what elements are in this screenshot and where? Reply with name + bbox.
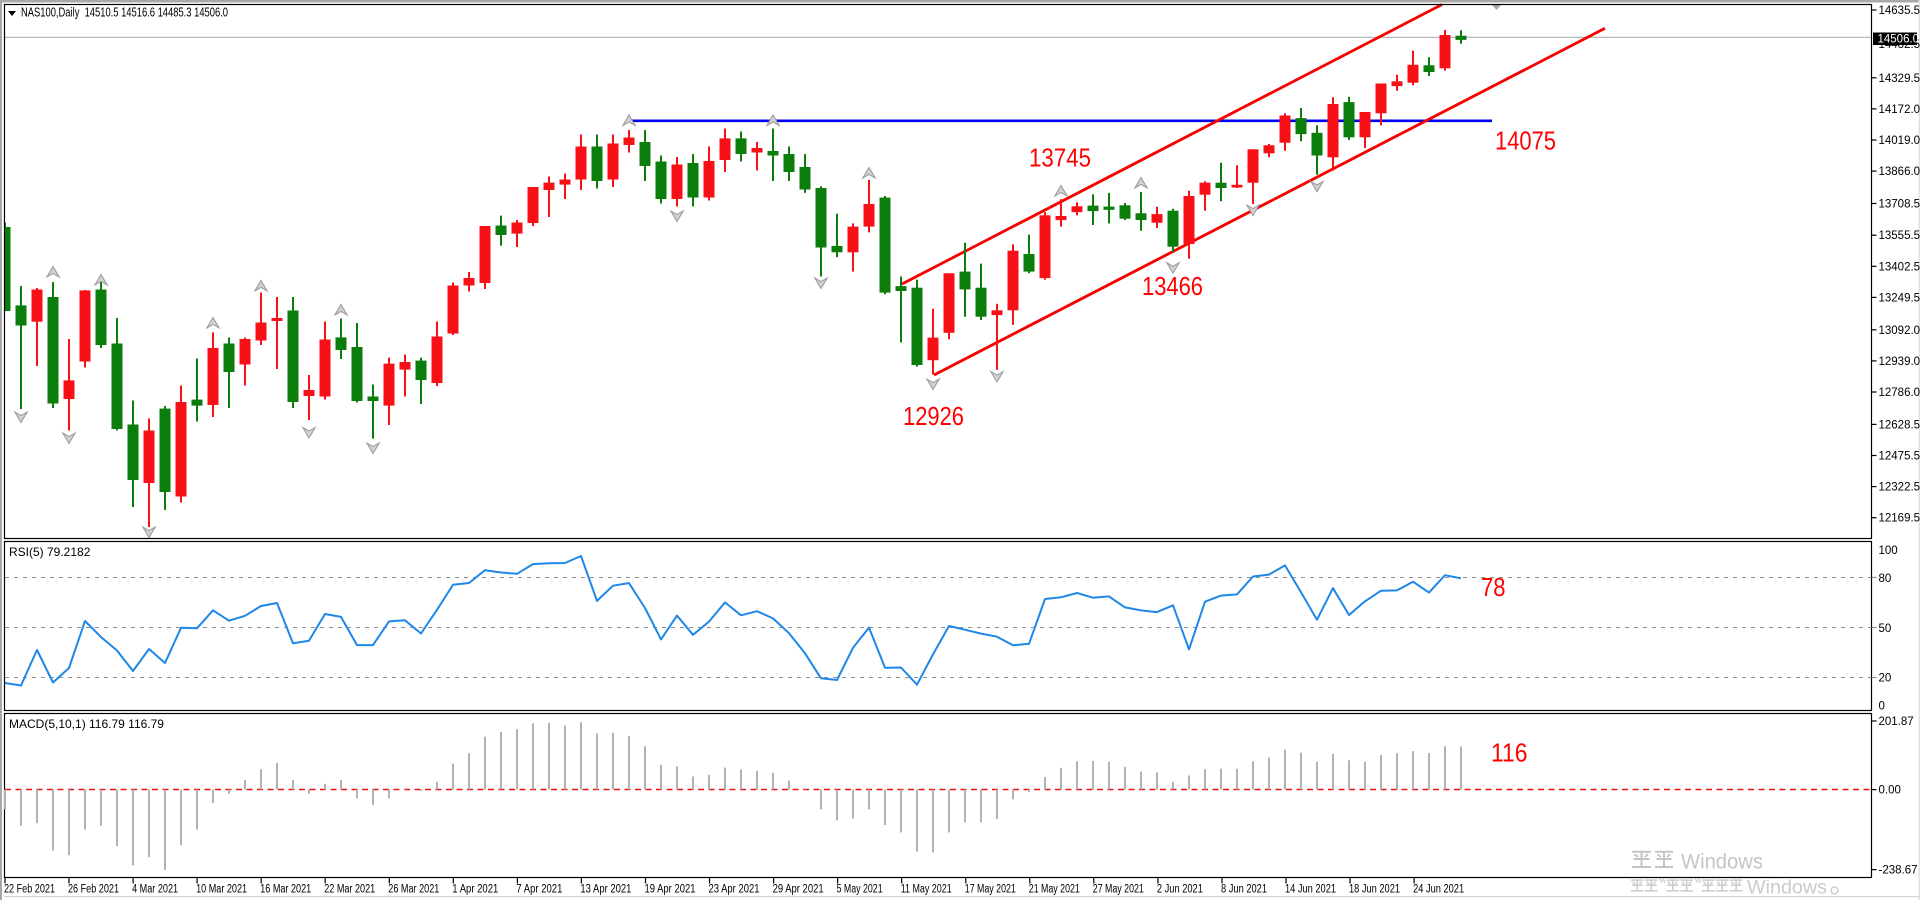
svg-text:2 Jun 2021: 2 Jun 2021 xyxy=(1157,884,1203,896)
svg-text:14635.5: 14635.5 xyxy=(1879,5,1920,17)
svg-text:8 Jun 2021: 8 Jun 2021 xyxy=(1221,884,1267,896)
svg-text:Windows: Windows xyxy=(1747,878,1827,899)
svg-text:26 Mar 2021: 26 Mar 2021 xyxy=(388,884,439,896)
svg-text:100: 100 xyxy=(1879,545,1898,557)
svg-text:12169.5: 12169.5 xyxy=(1879,513,1920,525)
svg-text:12926: 12926 xyxy=(903,401,964,431)
svg-text:NAS100,Daily 14510.5 14516.6: NAS100,Daily 14510.5 14516.6 14485.3 145… xyxy=(21,6,228,20)
svg-text:12939.0: 12939.0 xyxy=(1879,356,1920,368)
svg-text:13555.5: 13555.5 xyxy=(1879,230,1920,242)
svg-text:80: 80 xyxy=(1879,573,1892,585)
svg-text:13708.5: 13708.5 xyxy=(1879,199,1920,211)
svg-text:13466: 13466 xyxy=(1142,271,1203,301)
svg-text:14019.0: 14019.0 xyxy=(1879,135,1920,147)
svg-text:22 Feb 2021: 22 Feb 2021 xyxy=(4,884,55,896)
svg-text:11 May 2021: 11 May 2021 xyxy=(901,884,952,896)
svg-text:0.00: 0.00 xyxy=(1879,785,1901,797)
svg-text:12628.5: 12628.5 xyxy=(1879,419,1920,431)
svg-text:5 May 2021: 5 May 2021 xyxy=(837,884,883,896)
svg-text:20: 20 xyxy=(1879,672,1892,684)
svg-text:RSI(5) 79.2182: RSI(5) 79.2182 xyxy=(9,545,91,559)
svg-text:21 May 2021: 21 May 2021 xyxy=(1029,884,1080,896)
svg-text:23 Apr 2021: 23 Apr 2021 xyxy=(709,884,760,896)
svg-text:18 Jun 2021: 18 Jun 2021 xyxy=(1349,884,1400,896)
svg-text:10 Mar 2021: 10 Mar 2021 xyxy=(196,884,247,896)
svg-text:26 Feb 2021: 26 Feb 2021 xyxy=(68,884,119,896)
svg-text:50: 50 xyxy=(1879,623,1892,635)
svg-text:13402.5: 13402.5 xyxy=(1879,261,1920,273)
svg-text:29 Apr 2021: 29 Apr 2021 xyxy=(773,884,824,896)
svg-text:7 Apr 2021: 7 Apr 2021 xyxy=(516,884,562,896)
svg-text:201.87: 201.87 xyxy=(1879,716,1914,728)
svg-text:12786.0: 12786.0 xyxy=(1879,387,1920,399)
svg-text:14 Jun 2021: 14 Jun 2021 xyxy=(1285,884,1336,896)
svg-text:27 May 2021: 27 May 2021 xyxy=(1093,884,1144,896)
svg-text:13866.0: 13866.0 xyxy=(1879,166,1920,178)
svg-text:-238.67: -238.67 xyxy=(1879,865,1918,877)
svg-text:24 Jun 2021: 24 Jun 2021 xyxy=(1413,884,1464,896)
svg-text:14329.5: 14329.5 xyxy=(1879,73,1920,85)
svg-text:13 Apr 2021: 13 Apr 2021 xyxy=(580,884,631,896)
svg-text:19 Apr 2021: 19 Apr 2021 xyxy=(645,884,696,896)
svg-text:14506.0: 14506.0 xyxy=(1878,34,1920,46)
svg-text:116: 116 xyxy=(1491,738,1528,768)
svg-text:13249.5: 13249.5 xyxy=(1879,292,1920,304)
svg-text:12475.5: 12475.5 xyxy=(1879,451,1920,463)
svg-text:22 Mar 2021: 22 Mar 2021 xyxy=(324,884,375,896)
svg-text:0: 0 xyxy=(1879,701,1885,713)
svg-text:13092.0: 13092.0 xyxy=(1879,325,1920,337)
svg-text:78: 78 xyxy=(1481,572,1506,602)
svg-text:13745: 13745 xyxy=(1029,143,1091,173)
svg-text:16 Mar 2021: 16 Mar 2021 xyxy=(260,884,311,896)
svg-text:17 May 2021: 17 May 2021 xyxy=(965,884,1016,896)
svg-text:12322.5: 12322.5 xyxy=(1879,482,1920,494)
svg-text:Windows: Windows xyxy=(1681,851,1763,874)
svg-text:MACD(5,10,1) 116.79 116.79: MACD(5,10,1) 116.79 116.79 xyxy=(9,717,164,731)
svg-text:14172.0: 14172.0 xyxy=(1879,104,1920,116)
svg-text:1 Apr 2021: 1 Apr 2021 xyxy=(452,884,498,896)
svg-text:4 Mar 2021: 4 Mar 2021 xyxy=(132,884,178,896)
svg-text:14075: 14075 xyxy=(1495,126,1556,156)
